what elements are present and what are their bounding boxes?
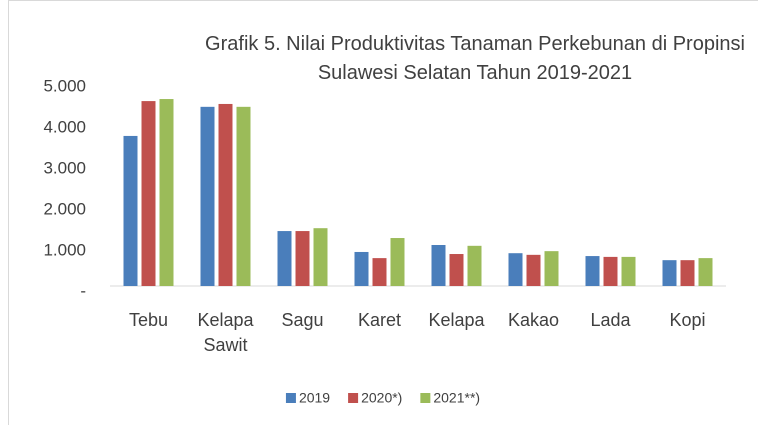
x-tick-label: Sagu bbox=[281, 310, 324, 330]
legend-label: 2019 bbox=[299, 390, 330, 406]
bar bbox=[449, 254, 464, 286]
bar bbox=[662, 260, 677, 286]
x-tick-label: Kelapa bbox=[428, 310, 485, 330]
x-tick-label: Kakao bbox=[507, 310, 560, 330]
bar bbox=[603, 256, 618, 286]
bar bbox=[159, 99, 174, 286]
bar bbox=[200, 106, 215, 286]
x-tick-label: Karet bbox=[357, 310, 402, 330]
bar bbox=[544, 251, 559, 286]
bar bbox=[123, 135, 138, 286]
bar bbox=[390, 238, 405, 286]
bar bbox=[236, 106, 251, 286]
bar bbox=[277, 231, 292, 286]
bar bbox=[585, 256, 600, 286]
legend-label: 2020*) bbox=[361, 390, 402, 406]
bar bbox=[313, 228, 328, 286]
legend-swatch bbox=[285, 393, 296, 403]
bar bbox=[526, 254, 541, 286]
x-tick-label: Kopi bbox=[669, 310, 706, 330]
bar bbox=[508, 253, 523, 286]
legend-swatch bbox=[420, 393, 431, 403]
bar bbox=[680, 260, 695, 286]
legend-label: 2021**) bbox=[433, 390, 480, 406]
legend: 2019 2020*) 2021**) bbox=[285, 390, 480, 406]
bar bbox=[218, 103, 233, 287]
chart-title: Grafik 5. Nilai Produktivitas Tanaman Pe… bbox=[205, 33, 745, 84]
bar bbox=[354, 251, 369, 286]
bar bbox=[467, 245, 482, 286]
y-tick-label: 3.000 bbox=[43, 158, 86, 177]
bar bbox=[372, 258, 387, 286]
legend-swatch bbox=[348, 393, 359, 403]
y-tick-label: - bbox=[80, 281, 86, 300]
bar bbox=[431, 245, 446, 286]
y-tick-label: 2.000 bbox=[43, 199, 86, 218]
y-tick-label: 4.000 bbox=[43, 117, 86, 136]
x-tick-label: Tebu bbox=[128, 310, 169, 330]
bar bbox=[698, 258, 713, 286]
bar bbox=[295, 231, 310, 286]
x-tick-label: Lada bbox=[590, 310, 631, 330]
x-tick-label: Kelapa Sawit bbox=[197, 310, 254, 355]
bar bbox=[621, 256, 636, 286]
chart-border bbox=[8, 0, 758, 425]
bar bbox=[141, 101, 156, 286]
y-tick-label: 1.000 bbox=[43, 240, 86, 259]
y-tick-label: 5.000 bbox=[43, 76, 86, 95]
